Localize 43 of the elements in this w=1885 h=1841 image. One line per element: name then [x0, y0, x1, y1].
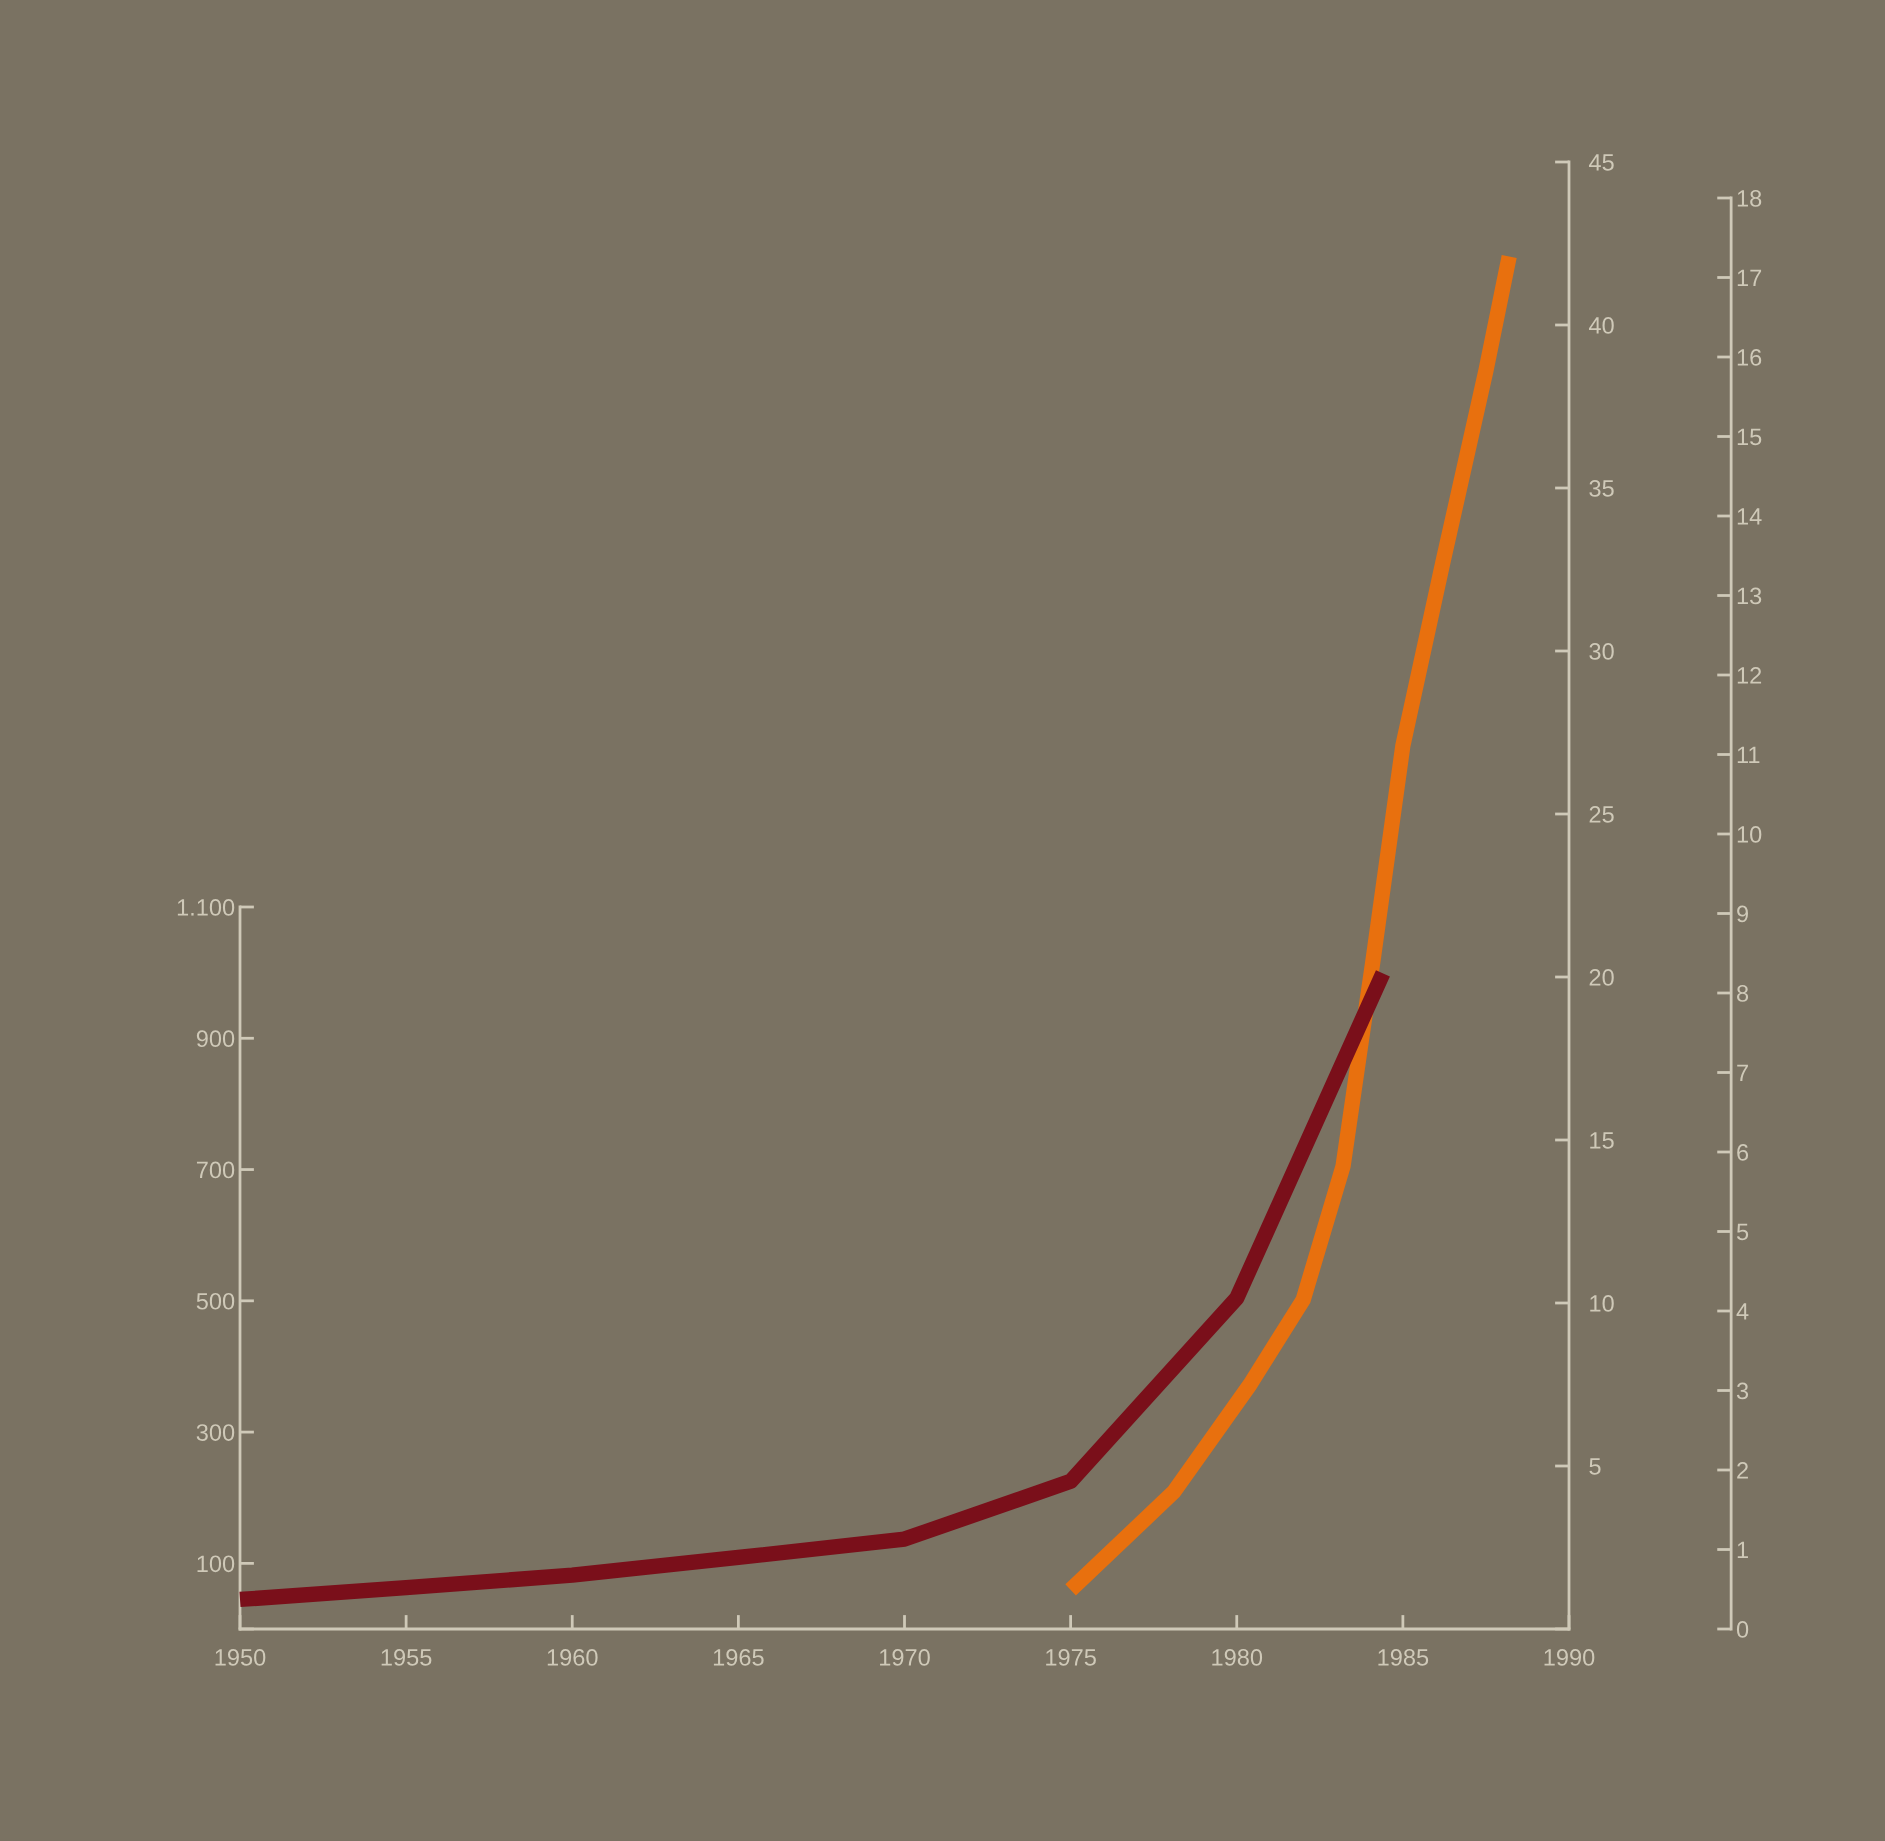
y-tick-label: 100 [197, 1555, 235, 1573]
y-tick-label: 700 [196, 1161, 235, 1179]
y2-tick-label: 40 [1588, 317, 1614, 334]
x-tick-label: 1975 [1046, 1649, 1096, 1666]
y3-tick-label: 9 [1737, 905, 1749, 923]
y3-tick-label: 1 [1737, 1541, 1748, 1559]
y3-tick-label: 13 [1737, 587, 1762, 605]
y-tick-label: 300 [196, 1424, 235, 1441]
x-tick-label: 1955 [381, 1649, 432, 1666]
y3-tick-label: 15 [1737, 428, 1762, 446]
y3-tick-label: 18 [1737, 190, 1762, 207]
y3-tick-label: 6 [1737, 1144, 1749, 1161]
y3-tick-label: 4 [1736, 1303, 1749, 1320]
y3-tick-label: 3 [1736, 1382, 1749, 1400]
y2-tick-label: 45 [1588, 154, 1614, 171]
y3-tick-label: 5 [1736, 1223, 1749, 1241]
y2-tick-label: 35 [1589, 480, 1614, 497]
y3-tick-label: 14 [1737, 508, 1762, 525]
y3-tick-label: 2 [1737, 1462, 1748, 1479]
y2-tick-label: 20 [1589, 969, 1614, 986]
y2-tick-label: 25 [1589, 806, 1614, 823]
x-tick-label: 1970 [880, 1649, 930, 1666]
x-tick-label: 1985 [1378, 1649, 1429, 1666]
x-tick-label: 1980 [1212, 1649, 1263, 1666]
y3-tick-label: 10 [1737, 826, 1762, 843]
x-tick-label: 1965 [713, 1649, 764, 1666]
y3-tick-label: 11 [1737, 746, 1760, 764]
x-tick-label: 1960 [547, 1649, 598, 1666]
y-tick-label: 500 [196, 1292, 235, 1310]
y3-tick-label: 17 [1737, 269, 1762, 287]
x-tick-label: 1950 [215, 1649, 266, 1666]
y2-tick-label: 10 [1590, 1295, 1614, 1312]
y2-tick-label: 15 [1590, 1132, 1614, 1149]
y-tick-label: 1.100 [177, 899, 235, 916]
y3-tick-label: 8 [1737, 985, 1749, 1002]
y2-tick-label: 30 [1589, 643, 1614, 660]
y3-tick-label: 12 [1737, 667, 1762, 684]
x-tick-label: 1990 [1544, 1649, 1595, 1666]
y3-tick-label: 7 [1737, 1064, 1748, 1082]
y3-tick-label: 16 [1737, 349, 1762, 366]
y2-tick-label: 5 [1589, 1458, 1601, 1475]
y3-tick-label: 0 [1736, 1621, 1749, 1638]
y-tick-label: 900 [196, 1030, 235, 1048]
